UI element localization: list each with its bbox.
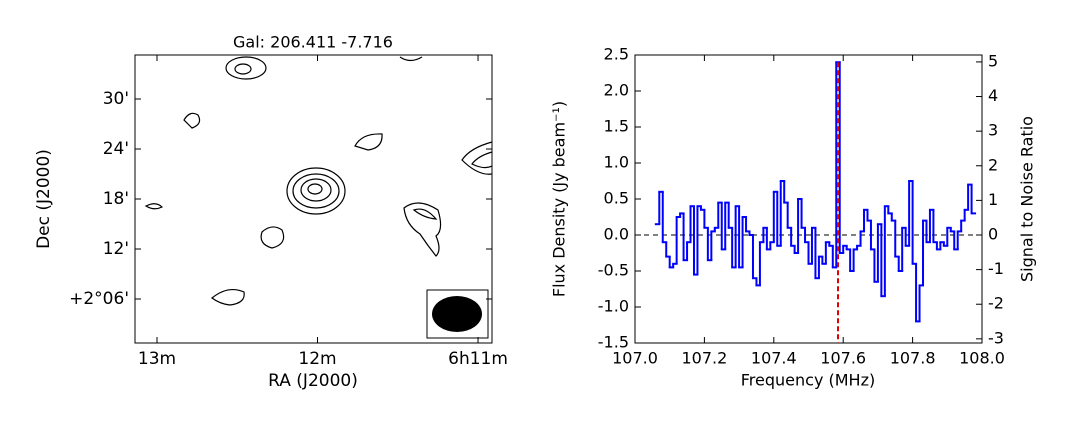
contour — [307, 183, 323, 195]
contours — [144, 56, 493, 306]
y2-tick-label: 5 — [988, 51, 998, 70]
y2-tick-label: -1 — [988, 259, 1004, 278]
y-axis-label: Flux Density (Jy beam⁻¹) — [550, 101, 569, 297]
chart-title: Gal: 206.411 -7.716 — [233, 33, 393, 52]
y-tick-label: -0.5 — [598, 261, 629, 280]
y-tick-label: 24' — [103, 139, 129, 159]
y2-axis-label: Signal to Noise Ratio — [1018, 116, 1037, 282]
x-axis-label: Frequency (MHz) — [741, 371, 875, 390]
x-tick-label: 107.0 — [612, 349, 658, 368]
x-tick-label: 108.0 — [959, 349, 1005, 368]
contour — [354, 133, 383, 151]
contour — [234, 63, 252, 75]
contour — [412, 208, 438, 220]
x-axis-label: RA (J2000) — [268, 371, 358, 391]
y2-tick-label: 1 — [988, 190, 998, 209]
y-tick-label: 2.5 — [604, 45, 629, 64]
x-tick-label: 6h11m — [448, 349, 508, 369]
y-tick-label: 1.5 — [604, 117, 629, 136]
y2-tick-label: 3 — [988, 121, 998, 140]
y-tick-label: 0.5 — [604, 189, 629, 208]
y-tick-label: +2°06' — [69, 289, 129, 309]
y-tick-label: -1.0 — [598, 297, 629, 316]
y-tick-label: -1.5 — [598, 333, 629, 352]
contour — [144, 203, 164, 210]
contour — [260, 226, 285, 249]
y2-tick-label: 0 — [988, 225, 998, 244]
y-tick-label: 30' — [103, 89, 129, 109]
contour — [403, 202, 442, 257]
x-tick-label: 107.4 — [751, 349, 797, 368]
contour — [286, 167, 346, 215]
y-tick-label: 18' — [103, 189, 129, 209]
y2-tick-label: -2 — [988, 294, 1004, 313]
x-tick-label: 13m — [138, 349, 176, 369]
y-tick-label: 1.0 — [604, 153, 629, 172]
y-tick-label: 12' — [103, 239, 129, 259]
contour — [225, 56, 267, 80]
y2-tick-label: -3 — [988, 328, 1004, 347]
x-tick-label: 107.6 — [820, 349, 866, 368]
x-tick-label: 107.2 — [681, 349, 727, 368]
contour — [183, 112, 201, 129]
contour — [471, 151, 493, 169]
contour — [300, 178, 332, 202]
x-tick-label: 12m — [298, 349, 336, 369]
contour — [399, 56, 423, 62]
contour — [461, 141, 493, 175]
beam — [432, 296, 482, 332]
contour — [292, 173, 340, 209]
y-tick-label: 0.0 — [604, 225, 629, 244]
y-tick-label: 2.0 — [604, 81, 629, 100]
x-tick-label: 107.8 — [890, 349, 936, 368]
y2-tick-label: 4 — [988, 86, 998, 105]
y2-tick-label: 2 — [988, 155, 998, 174]
contour — [211, 288, 245, 306]
y-axis-label: Dec (J2000) — [34, 149, 54, 249]
